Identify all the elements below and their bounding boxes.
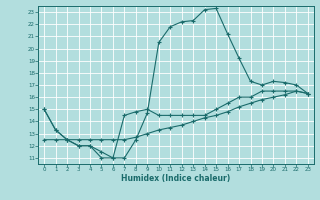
X-axis label: Humidex (Indice chaleur): Humidex (Indice chaleur) — [121, 174, 231, 183]
